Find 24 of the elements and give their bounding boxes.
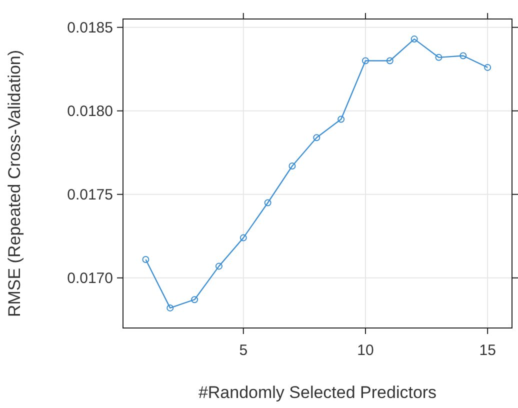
point: [142, 256, 150, 264]
point: [435, 54, 442, 61]
y-tick-label: 0.0175: [67, 186, 113, 204]
point: [386, 57, 394, 64]
y-tick-label: 0.0185: [67, 20, 113, 37]
point: [166, 304, 174, 312]
point: [410, 36, 418, 43]
x-tick-label: 5: [239, 342, 248, 359]
point: [313, 134, 320, 142]
point: [484, 64, 492, 71]
x-axis-title: #Randomly Selected Predictors: [198, 383, 437, 402]
x-tick-label: 10: [357, 342, 374, 359]
y-tick-label: 0.0170: [67, 270, 113, 288]
point: [191, 296, 198, 304]
point: [240, 234, 247, 242]
x-tick-label: 15: [479, 342, 496, 359]
point: [362, 57, 369, 64]
y-axis-title: RMSE (Repeated Cross-Validation): [5, 50, 24, 318]
y-tick-label: 0.0180: [67, 103, 113, 120]
point: [460, 52, 467, 60]
point: [338, 116, 345, 123]
point: [264, 199, 272, 206]
point: [288, 162, 296, 170]
point: [215, 262, 222, 270]
